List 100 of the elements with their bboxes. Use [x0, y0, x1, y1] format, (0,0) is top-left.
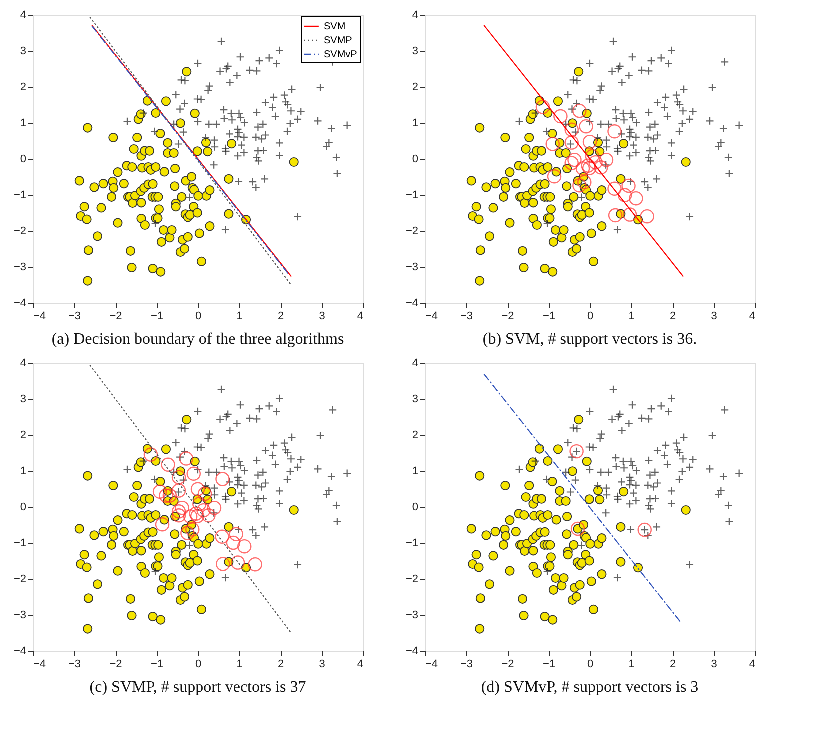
x-tick-label: 3 [319, 310, 326, 322]
point [608, 124, 622, 139]
point [599, 152, 614, 168]
point [196, 503, 211, 518]
point [576, 162, 590, 176]
point [581, 158, 596, 173]
point [572, 104, 587, 118]
point [618, 188, 632, 202]
point [172, 470, 186, 485]
x-tick-label: −3 [68, 658, 82, 670]
point [229, 527, 244, 542]
x-tick-label: 0 [587, 658, 594, 670]
point [190, 509, 205, 524]
point [582, 134, 598, 150]
x-tick-label: −4 [426, 310, 438, 322]
point [172, 508, 186, 523]
x-tick-label: −4 [426, 658, 438, 670]
y-tick-label: −3 [406, 610, 418, 622]
y-tick-label: −1 [406, 538, 418, 550]
point [582, 161, 597, 176]
legend-label: SVM [324, 22, 346, 32]
x-tick-label: 0 [587, 310, 594, 322]
x-tick-label: 4 [749, 310, 756, 322]
y-tick-label: −1 [14, 190, 26, 202]
point [162, 488, 178, 503]
point [570, 522, 586, 536]
point [536, 100, 550, 114]
y-tick-label: 4 [20, 358, 26, 370]
point [568, 152, 582, 168]
point [180, 526, 195, 540]
x-tick-label: 2 [670, 658, 676, 670]
point [161, 458, 176, 472]
point [638, 522, 652, 538]
y-tick-label: −4 [14, 646, 26, 658]
x-tick-label: −3 [68, 310, 82, 322]
point [175, 500, 190, 516]
y-tick-label: −3 [14, 262, 26, 274]
point [248, 557, 262, 572]
point [202, 508, 216, 523]
point [564, 136, 579, 150]
point [179, 452, 194, 466]
x-tick-label: −4 [34, 310, 46, 322]
x-tick-label: 2 [670, 310, 676, 322]
y-tick-label: 3 [412, 394, 418, 406]
point [564, 122, 579, 137]
y-tick-label: −2 [406, 226, 418, 238]
point [564, 156, 579, 170]
point [192, 497, 207, 512]
x-tick-label: −3 [460, 310, 474, 322]
text: (c) SVMP, # support vectors is 37 [90, 679, 306, 696]
point [190, 482, 206, 496]
point [578, 175, 592, 190]
x-tick-label: 2 [278, 310, 284, 322]
x-tick-label: −4 [34, 658, 46, 670]
point [183, 510, 198, 524]
y-tick-label: 4 [412, 10, 418, 22]
legend-label: SVMP [324, 36, 353, 46]
y-tick-label: 2 [20, 430, 26, 442]
point [186, 522, 200, 537]
y-tick-label: 0 [412, 154, 418, 166]
point [144, 448, 158, 462]
point [155, 518, 170, 532]
y-tick-label: 0 [20, 502, 26, 514]
point [207, 500, 222, 516]
point [216, 557, 230, 572]
text: (b) SVM, # support vectors is 36. [482, 331, 698, 348]
point [585, 149, 600, 164]
y-tick-label: −1 [14, 538, 26, 550]
x-tick-label: 0 [195, 310, 202, 322]
point [570, 444, 584, 459]
point [594, 160, 608, 175]
x-tick-label: −1 [542, 658, 556, 670]
x-tick-label: −2 [110, 310, 122, 322]
y-tick-label: −3 [406, 262, 418, 274]
x-tick-label: 1 [236, 310, 243, 322]
point [216, 472, 230, 486]
text: (a) Decision boundary of the three algorithms [52, 331, 344, 348]
point [588, 155, 603, 170]
x-tick-label: 1 [628, 658, 635, 670]
x-tick-label: 3 [711, 658, 718, 670]
x-tick-label: 3 [319, 658, 326, 670]
y-tick-label: −4 [14, 298, 26, 310]
point [172, 484, 186, 498]
point [572, 178, 587, 193]
y-tick-label: −3 [14, 610, 26, 622]
y-tick-label: −4 [406, 646, 418, 658]
x-tick-label: −2 [502, 310, 514, 322]
y-tick-label: 0 [412, 502, 418, 514]
point [629, 191, 644, 206]
point [226, 536, 241, 550]
point [579, 119, 594, 134]
point [546, 137, 560, 152]
point [547, 170, 562, 184]
point [622, 178, 636, 194]
point [172, 504, 186, 519]
y-tick-label: 0 [20, 154, 26, 166]
y-tick-label: 4 [412, 358, 418, 370]
point [230, 556, 246, 570]
point [152, 484, 168, 499]
point [608, 182, 622, 196]
